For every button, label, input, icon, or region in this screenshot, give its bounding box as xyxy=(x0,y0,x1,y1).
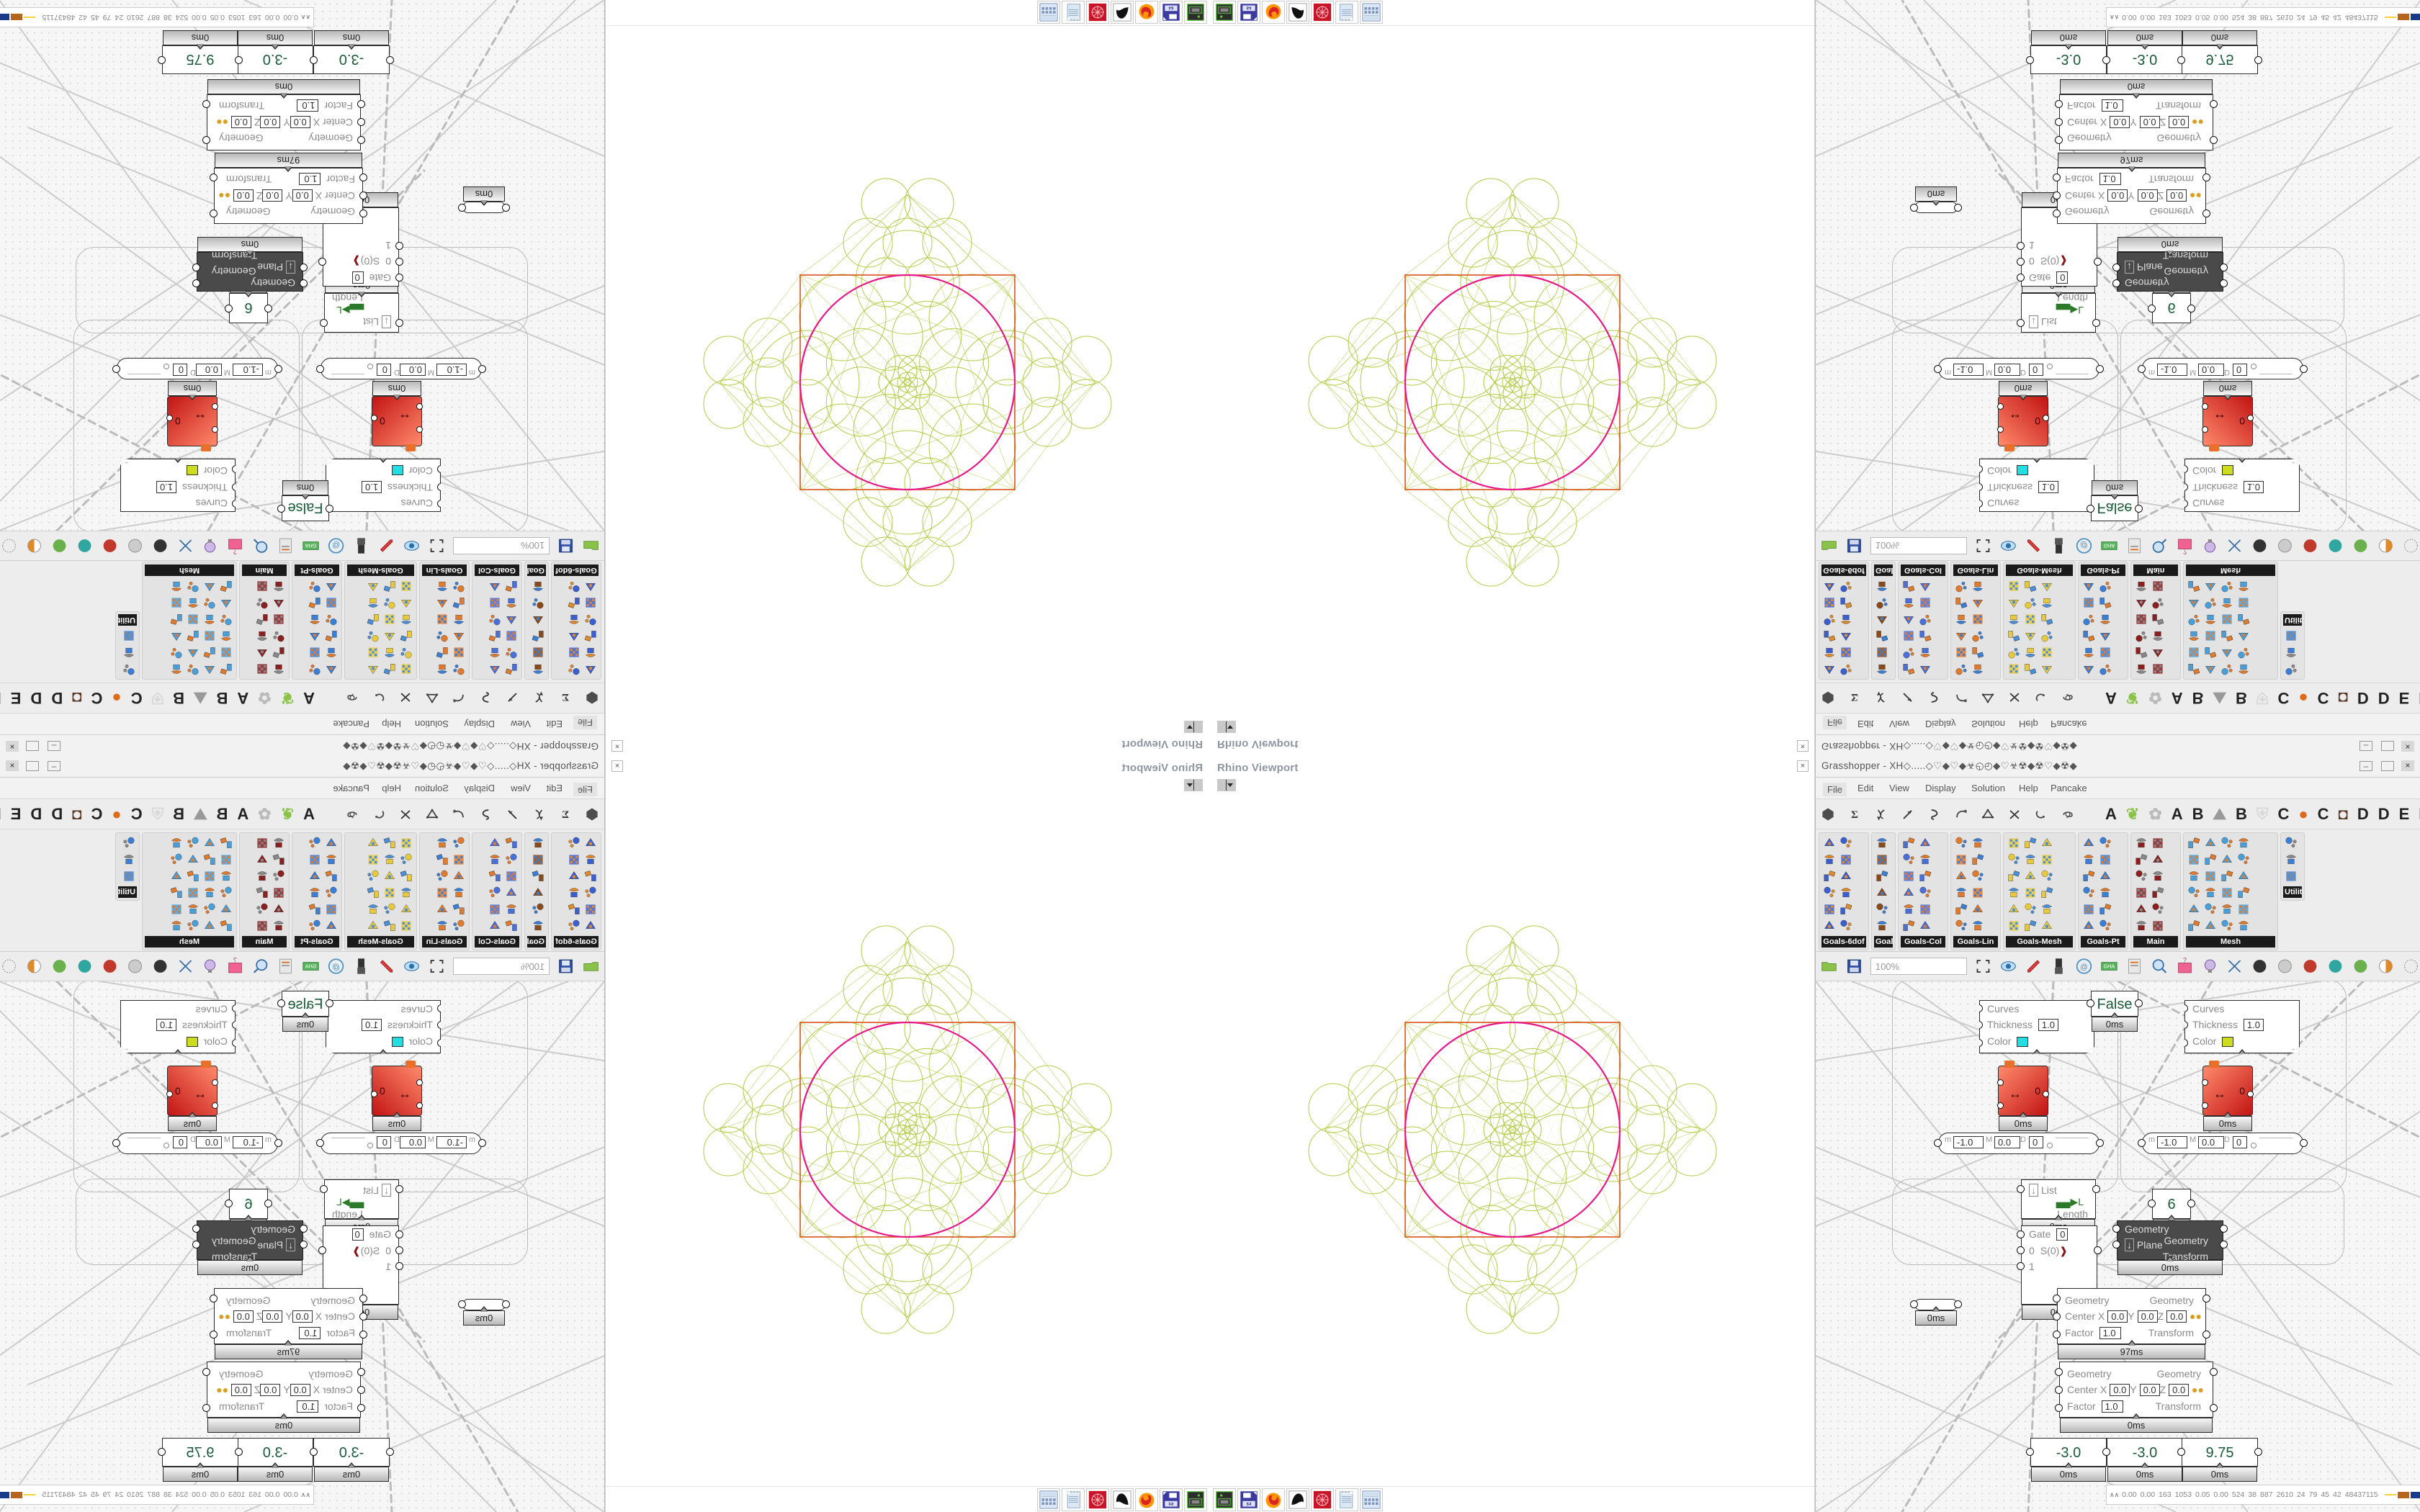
svg-text:?: ? xyxy=(2183,548,2187,555)
svg-text:Σ: Σ xyxy=(1851,809,1858,821)
svg-text:GHA: GHA xyxy=(305,542,317,548)
svg-text:64: 64 xyxy=(1168,1503,1173,1507)
svg-text:64: 64 xyxy=(1168,5,1173,9)
svg-text:?: ? xyxy=(233,548,237,555)
svg-text:GHA: GHA xyxy=(2104,542,2115,548)
svg-text:@: @ xyxy=(2080,963,2088,971)
svg-text:64: 64 xyxy=(1247,1503,1252,1507)
svg-text:Σ: Σ xyxy=(1851,691,1858,703)
svg-text:@: @ xyxy=(332,541,340,549)
svg-text:Σ: Σ xyxy=(562,809,569,821)
svg-text:@: @ xyxy=(332,963,340,971)
svg-text:?: ? xyxy=(233,957,237,964)
svg-text:GHA: GHA xyxy=(2104,964,2115,970)
svg-text:Σ: Σ xyxy=(562,691,569,703)
svg-text:GHA: GHA xyxy=(305,964,317,970)
svg-text:@: @ xyxy=(2080,541,2088,549)
svg-text:64: 64 xyxy=(1247,5,1252,9)
svg-text:?: ? xyxy=(2183,957,2187,964)
